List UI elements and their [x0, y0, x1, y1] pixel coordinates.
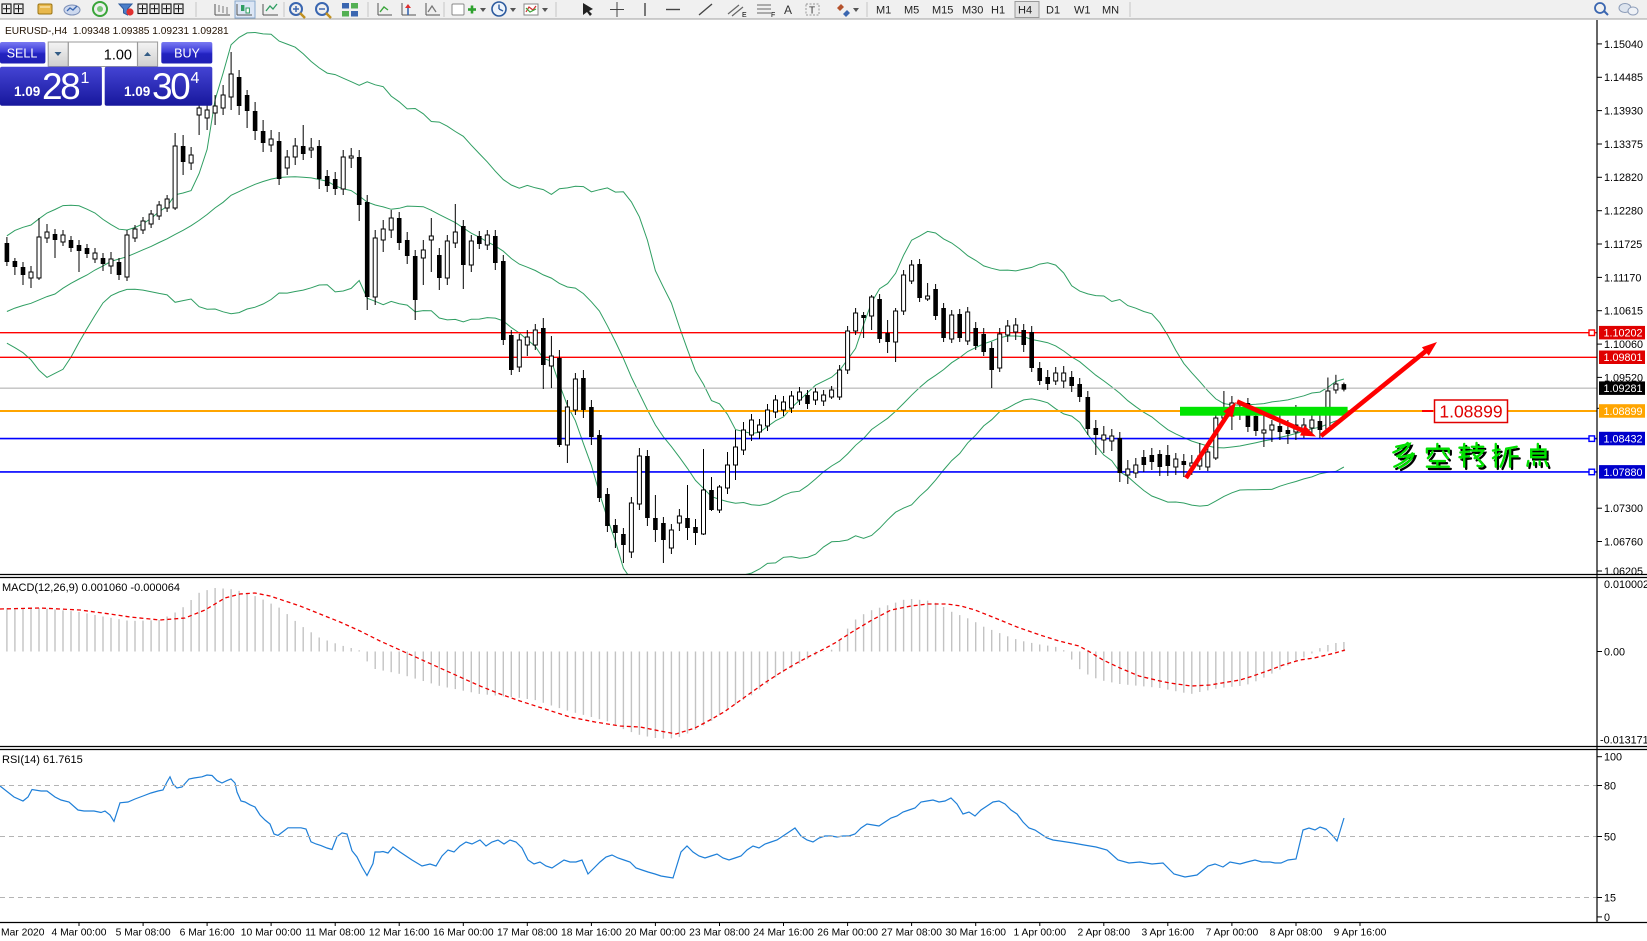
svg-text:Mar 2020: Mar 2020	[1, 928, 45, 939]
svg-text:MACD(12,26,9) 0.001060 -0.0000: MACD(12,26,9) 0.001060 -0.000064	[2, 582, 180, 594]
svg-text:0.010002: 0.010002	[1604, 579, 1647, 591]
svg-text:12 Mar 16:00: 12 Mar 16:00	[369, 928, 430, 939]
svg-text:T: T	[809, 6, 815, 17]
svg-text:1.06205: 1.06205	[1604, 566, 1643, 578]
svg-text:1.09: 1.09	[124, 84, 150, 99]
svg-text:H1: H1	[991, 5, 1005, 17]
svg-text:1.10060: 1.10060	[1604, 339, 1643, 351]
svg-text:1.00: 1.00	[104, 48, 132, 64]
svg-text:E: E	[742, 12, 747, 19]
svg-text:80: 80	[1604, 780, 1616, 792]
svg-text:SELL: SELL	[7, 47, 38, 61]
svg-text:100: 100	[1604, 752, 1622, 764]
svg-text:1.09: 1.09	[14, 84, 40, 99]
svg-text:BUY: BUY	[174, 47, 200, 61]
svg-text:5 Mar 08:00: 5 Mar 08:00	[116, 928, 171, 939]
svg-text:M1: M1	[876, 5, 891, 17]
svg-text:1.09281: 1.09281	[1604, 383, 1643, 395]
svg-text:1.15040: 1.15040	[1604, 39, 1643, 51]
svg-text:3 Apr 16:00: 3 Apr 16:00	[1141, 928, 1194, 939]
svg-text:0.00: 0.00	[1604, 646, 1625, 658]
svg-text:1.10615: 1.10615	[1604, 306, 1643, 318]
svg-text:1.08899: 1.08899	[1604, 406, 1643, 418]
svg-text:28: 28	[42, 66, 79, 107]
svg-text:6 Mar 16:00: 6 Mar 16:00	[180, 928, 235, 939]
svg-text:1.13375: 1.13375	[1604, 139, 1643, 151]
svg-text:-0.013171: -0.013171	[1600, 735, 1647, 747]
svg-text:9 Apr 16:00: 9 Apr 16:00	[1334, 928, 1387, 939]
svg-text:26 Mar 00:00: 26 Mar 00:00	[817, 928, 878, 939]
svg-text:1.12280: 1.12280	[1604, 206, 1643, 218]
svg-text:8 Apr 08:00: 8 Apr 08:00	[1270, 928, 1323, 939]
svg-text:11 Mar 08:00: 11 Mar 08:00	[305, 928, 365, 939]
svg-text:1.08432: 1.08432	[1604, 434, 1643, 446]
svg-text:W1: W1	[1074, 5, 1091, 17]
svg-text:M5: M5	[904, 5, 919, 17]
svg-text:0: 0	[1604, 912, 1610, 924]
svg-text:1.11725: 1.11725	[1604, 239, 1642, 251]
svg-text:27 Mar 08:00: 27 Mar 08:00	[881, 928, 942, 939]
svg-text:1.09520: 1.09520	[1604, 372, 1643, 384]
svg-text:1.07300: 1.07300	[1604, 503, 1643, 515]
svg-text:D1: D1	[1046, 5, 1060, 17]
svg-text:30 Mar 16:00: 30 Mar 16:00	[945, 928, 1006, 939]
svg-text:16 Mar 00:00: 16 Mar 00:00	[433, 928, 494, 939]
svg-text:4: 4	[191, 70, 200, 87]
svg-text:F: F	[771, 12, 775, 19]
svg-text:50: 50	[1604, 831, 1616, 843]
svg-text:15: 15	[1604, 892, 1616, 904]
svg-text:1.12820: 1.12820	[1604, 172, 1643, 184]
svg-text:H4: H4	[1018, 5, 1032, 17]
svg-text:10 Mar 00:00: 10 Mar 00:00	[241, 928, 302, 939]
svg-text:MN: MN	[1102, 5, 1119, 17]
svg-text:M15: M15	[932, 5, 953, 17]
svg-text:1.13930: 1.13930	[1604, 106, 1643, 118]
svg-text:M30: M30	[962, 5, 983, 17]
svg-text:1 Apr 00:00: 1 Apr 00:00	[1013, 928, 1066, 939]
svg-text:1.14485: 1.14485	[1604, 72, 1643, 84]
svg-text:A: A	[784, 3, 792, 17]
svg-text:20 Mar 00:00: 20 Mar 00:00	[625, 928, 686, 939]
svg-text:1.11170: 1.11170	[1604, 272, 1641, 284]
svg-text:1.06760: 1.06760	[1604, 536, 1643, 548]
svg-text:1.08899: 1.08899	[1439, 402, 1502, 422]
svg-text:7 Apr 00:00: 7 Apr 00:00	[1206, 928, 1259, 939]
svg-text:EURUSD-,H4 1.09348 1.09385 1.: EURUSD-,H4 1.09348 1.09385 1.09231 1.092…	[5, 26, 229, 37]
svg-text:18 Mar 16:00: 18 Mar 16:00	[561, 928, 622, 939]
svg-text:2 Apr 08:00: 2 Apr 08:00	[1077, 928, 1130, 939]
svg-text:1.10202: 1.10202	[1604, 328, 1643, 340]
svg-text:1: 1	[81, 70, 90, 87]
svg-text:24 Mar 16:00: 24 Mar 16:00	[753, 928, 814, 939]
svg-text:23 Mar 08:00: 23 Mar 08:00	[689, 928, 750, 939]
svg-text:1.09801: 1.09801	[1604, 352, 1643, 364]
svg-text:4 Mar 00:00: 4 Mar 00:00	[52, 928, 107, 939]
svg-text:30: 30	[152, 66, 190, 107]
svg-text:1.07880: 1.07880	[1604, 467, 1643, 479]
svg-text:RSI(14) 61.7615: RSI(14) 61.7615	[2, 754, 83, 766]
svg-text:17 Mar 08:00: 17 Mar 08:00	[497, 928, 558, 939]
